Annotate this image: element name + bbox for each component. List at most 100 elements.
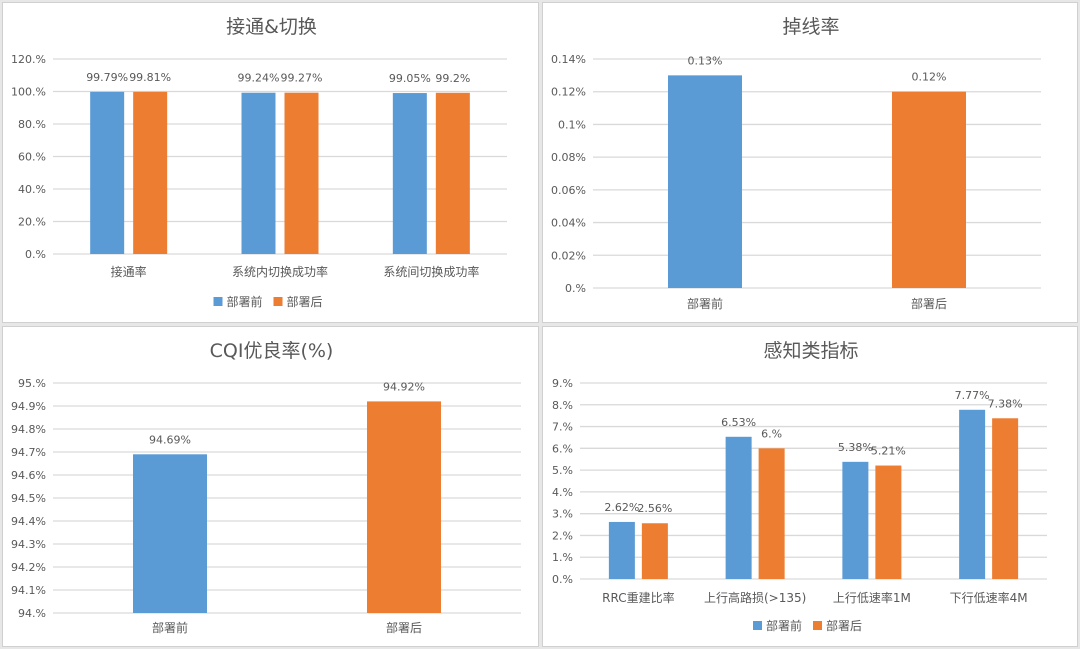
legend-swatch-部署后	[813, 621, 822, 630]
bar-部署前	[133, 454, 207, 613]
y-tick-label: 94.2%	[11, 561, 46, 574]
x-tick-label: 接通率	[111, 264, 147, 279]
bar-部署前	[608, 521, 635, 579]
bar-部署前	[959, 409, 986, 579]
y-tick-label: 95.%	[18, 377, 46, 390]
bar-部署后	[435, 92, 470, 254]
x-tick-label: 下行低速率4M	[950, 590, 1028, 605]
data-label: 99.81%	[129, 71, 171, 84]
legend-swatch-部署前	[213, 297, 223, 306]
chart-perception: 感知类指标 0.% 1.% 2.% 3.% 4.% 5.% 6.% 7.% 8.% 9.% RRC重建…	[552, 340, 1047, 633]
x-tick-label: 上行高路损(>135)	[704, 590, 806, 605]
y-tick-label: 80.%	[18, 118, 46, 131]
data-label: 99.2%	[435, 72, 470, 85]
y-tick-label: 0.08%	[551, 151, 586, 164]
y-tick-label: 94.1%	[11, 584, 46, 597]
bar-部署后	[892, 91, 966, 288]
bar-部署前	[842, 461, 869, 579]
data-label: 2.56%	[637, 502, 672, 515]
y-tick-label: 1.%	[552, 551, 573, 564]
y-tick-label: 60.%	[18, 151, 46, 164]
bar-部署后	[367, 401, 441, 613]
bar-部署后	[992, 418, 1019, 579]
x-tick-label: 上行低速率1M	[833, 590, 911, 605]
y-tick-label: 0.1%	[558, 118, 586, 131]
data-label: 5.21%	[871, 445, 906, 458]
data-label: 5.38%	[838, 441, 873, 454]
x-tick-label: 部署前	[152, 620, 188, 635]
x-tick-label: 部署后	[911, 296, 947, 311]
y-tick-label: 0.%	[552, 573, 573, 586]
y-tick-label: 3.%	[552, 508, 573, 521]
bar-部署前	[392, 93, 427, 254]
chart-title: CQI优良率(%)	[210, 340, 334, 362]
bar-部署前	[90, 91, 125, 254]
chart-cqi: CQI优良率(%) 94.% 94.1% 94.2% 94.3% 94.4% 94.5% 94…	[11, 340, 521, 635]
chart-connect-handover: 接通&切换 0.% 20.% 40.% 60.% 80.% 100.% 120.% 接通率 99.…	[11, 16, 507, 309]
data-label: 6.%	[761, 427, 782, 440]
data-label: 99.79%	[86, 71, 128, 84]
y-tick-label: 0.04%	[551, 217, 586, 230]
y-tick-label: 4.%	[552, 486, 573, 499]
chart-panel-drop-rate: 掉线率 0.% 0.02% 0.04% 0.06% 0.08% 0.1% 0.12% 0.14%…	[542, 2, 1078, 323]
y-tick-label: 0.12%	[551, 86, 586, 99]
bar-部署前	[668, 75, 742, 288]
y-tick-label: 120.%	[11, 53, 46, 66]
x-tick-label: 部署后	[386, 620, 422, 635]
y-tick-label: 94.7%	[11, 446, 46, 459]
data-label: 2.62%	[604, 501, 639, 514]
y-tick-label: 9.%	[552, 377, 573, 390]
data-label: 99.24%	[238, 72, 280, 85]
data-label: 94.92%	[383, 380, 425, 393]
x-tick-label: RRC重建比率	[602, 590, 674, 605]
y-tick-label: 2.%	[552, 529, 573, 542]
data-label: 99.05%	[389, 72, 431, 85]
y-tick-label: 94.9%	[11, 400, 46, 413]
data-label: 7.77%	[955, 389, 990, 402]
y-tick-label: 40.%	[18, 183, 46, 196]
data-label: 6.53%	[721, 416, 756, 429]
y-tick-label: 6.%	[552, 442, 573, 455]
y-tick-label: 0.%	[565, 282, 586, 295]
chart-panel-connect-handover: 接通&切换 0.% 20.% 40.% 60.% 80.% 100.% 120.% 接通率 99.…	[2, 2, 539, 323]
y-tick-label: 94.8%	[11, 423, 46, 436]
data-label: 0.13%	[688, 54, 723, 67]
bar-部署前	[725, 436, 752, 579]
legend-label: 部署后	[826, 618, 862, 633]
data-label: 0.12%	[912, 71, 947, 84]
legend-swatch-部署前	[753, 621, 762, 630]
chart-title: 接通&切换	[226, 16, 317, 38]
x-tick-label: 系统间切换成功率	[383, 264, 479, 279]
chart-title: 感知类指标	[763, 340, 858, 362]
bar-部署后	[875, 465, 902, 579]
chart-panel-cqi: CQI优良率(%) 94.% 94.1% 94.2% 94.3% 94.4% 94.5% 94…	[2, 326, 539, 647]
y-tick-label: 0.%	[25, 248, 46, 261]
bar-部署后	[641, 523, 668, 579]
x-tick-label: 系统内切换成功率	[232, 264, 328, 279]
y-tick-label: 20.%	[18, 216, 46, 229]
y-tick-label: 0.02%	[551, 249, 586, 262]
legend-label: 部署前	[227, 294, 263, 309]
chart-title: 掉线率	[782, 16, 839, 38]
chart-panel-perception: 感知类指标 0.% 1.% 2.% 3.% 4.% 5.% 6.% 7.% 8.% 9.% RRC重建…	[542, 326, 1078, 647]
y-tick-label: 0.14%	[551, 53, 586, 66]
bar-部署后	[758, 448, 785, 579]
y-tick-label: 94.%	[18, 607, 46, 620]
bar-部署后	[133, 91, 168, 254]
x-tick-label: 部署前	[687, 296, 723, 311]
y-tick-label: 5.%	[552, 464, 573, 477]
y-tick-label: 8.%	[552, 399, 573, 412]
data-label: 7.38%	[988, 397, 1023, 410]
y-tick-label: 100.%	[11, 86, 46, 99]
legend-swatch-部署后	[273, 297, 283, 306]
legend-label: 部署前	[766, 618, 802, 633]
y-tick-label: 94.3%	[11, 538, 46, 551]
data-label: 99.27%	[281, 72, 323, 85]
chart-drop-rate: 掉线率 0.% 0.02% 0.04% 0.06% 0.08% 0.1% 0.12% 0.14%…	[551, 16, 1041, 311]
y-tick-label: 94.4%	[11, 515, 46, 528]
y-tick-label: 0.06%	[551, 184, 586, 197]
y-tick-label: 94.6%	[11, 469, 46, 482]
legend-label: 部署后	[287, 294, 323, 309]
bar-部署后	[284, 92, 319, 254]
y-tick-label: 94.5%	[11, 492, 46, 505]
